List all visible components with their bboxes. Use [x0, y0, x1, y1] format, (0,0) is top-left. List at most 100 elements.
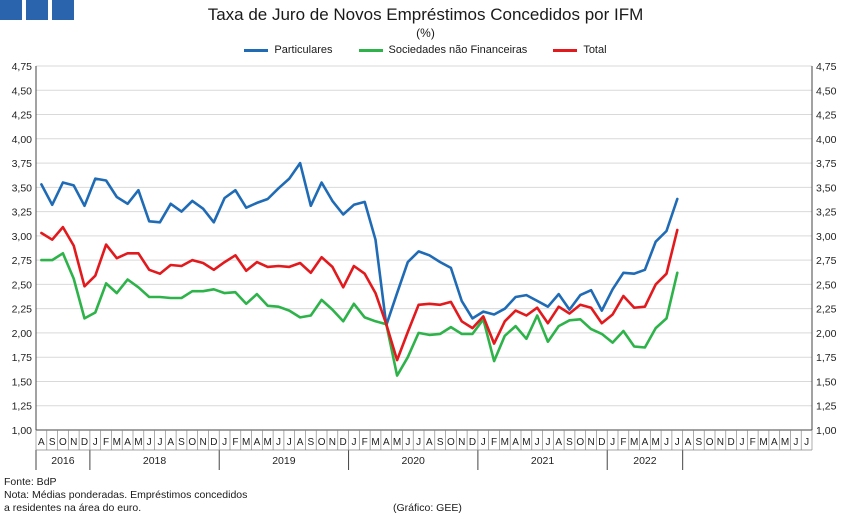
y-tick-label-right: 3,00: [816, 231, 837, 243]
x-month-label: J: [351, 437, 356, 448]
x-month-label: M: [501, 437, 509, 448]
x-month-label: A: [426, 437, 433, 448]
x-year-label: 2018: [143, 455, 167, 467]
x-month-label: A: [254, 437, 261, 448]
x-month-label: F: [750, 437, 756, 448]
x-month-label: N: [587, 437, 594, 448]
x-month-label: A: [771, 437, 778, 448]
y-tick-label-left: 4,25: [12, 110, 33, 122]
x-month-label: J: [535, 437, 540, 448]
x-month-label: S: [437, 437, 444, 448]
footer-credit: (Gráfico: GEE): [393, 502, 462, 514]
x-month-label: J: [93, 437, 98, 448]
x-month-label: A: [512, 437, 519, 448]
x-month-label: A: [383, 437, 390, 448]
chart-subtitle: (%): [416, 26, 435, 40]
x-month-label: J: [610, 437, 615, 448]
x-month-label: M: [630, 437, 638, 448]
x-month-label: A: [38, 437, 45, 448]
x-month-label: S: [566, 437, 573, 448]
footer-note-line2: a residentes na área do euro.: [4, 502, 142, 514]
x-year-label: 2016: [51, 455, 75, 467]
y-tick-label-left: 3,25: [12, 207, 33, 219]
x-month-label: A: [642, 437, 649, 448]
legend-label-snf: Sociedades não Financeiras: [388, 44, 528, 56]
x-year-label: 2022: [633, 455, 657, 467]
logo-block-3: [52, 0, 74, 20]
x-year-label: 2021: [531, 455, 555, 467]
x-month-label: F: [491, 437, 497, 448]
x-month-label: S: [178, 437, 185, 448]
x-month-label: S: [695, 437, 702, 448]
y-tick-label-left: 3,50: [12, 182, 33, 194]
x-month-label: J: [481, 437, 486, 448]
y-tick-label-right: 4,75: [816, 61, 837, 73]
x-month-label: D: [81, 437, 88, 448]
series-line-2: [40, 252, 679, 377]
y-tick-label-right: 4,25: [816, 110, 837, 122]
y-tick-label-left: 1,00: [12, 425, 33, 437]
legend-item-total: Total: [553, 44, 607, 56]
footer-source: Fonte: BdP: [4, 476, 57, 488]
logo-block-1: [0, 0, 22, 20]
x-month-label: M: [759, 437, 767, 448]
y-tick-label-left: 4,50: [12, 85, 33, 97]
y-tick-label-right: 1,00: [816, 425, 837, 437]
y-tick-label-right: 4,50: [816, 85, 837, 97]
x-month-label: J: [405, 437, 410, 448]
x-month-label: A: [685, 437, 692, 448]
series-line-3: [40, 225, 679, 362]
x-month-label: J: [147, 437, 152, 448]
x-month-label: J: [416, 437, 421, 448]
x-month-label: F: [620, 437, 626, 448]
x-month-label: J: [664, 437, 669, 448]
x-month-label: M: [242, 437, 250, 448]
x-month-label: J: [157, 437, 162, 448]
y-tick-label-left: 3,75: [12, 158, 33, 170]
y-tick-label-left: 1,25: [12, 401, 33, 413]
legend-swatch-total: [553, 48, 578, 52]
legend-swatch-particulares: [244, 48, 269, 52]
x-month-label: J: [222, 437, 227, 448]
x-month-label: N: [199, 437, 206, 448]
x-month-label: J: [739, 437, 744, 448]
y-tick-label-left: 2,75: [12, 255, 33, 267]
x-month-label: O: [59, 437, 67, 448]
x-month-label: O: [318, 437, 326, 448]
x-month-label: J: [287, 437, 292, 448]
y-tick-label-left: 2,25: [12, 304, 33, 316]
x-month-label: S: [307, 437, 314, 448]
x-month-label: O: [447, 437, 455, 448]
x-month-label: M: [371, 437, 379, 448]
x-month-label: J: [793, 437, 798, 448]
x-month-label: M: [264, 437, 272, 448]
x-month-label: O: [706, 437, 714, 448]
footer-note-line1: Nota: Médias ponderadas. Empréstimos con…: [4, 489, 248, 501]
y-tick-label-right: 2,50: [816, 279, 837, 291]
x-month-label: M: [781, 437, 789, 448]
y-tick-label-right: 2,25: [816, 304, 837, 316]
x-month-label: M: [522, 437, 530, 448]
y-tick-label-right: 3,25: [816, 207, 837, 219]
y-tick-label-left: 1,50: [12, 376, 33, 388]
x-month-label: D: [210, 437, 217, 448]
x-month-label: A: [124, 437, 131, 448]
x-month-label: D: [728, 437, 735, 448]
x-month-label: S: [49, 437, 56, 448]
x-month-label: M: [393, 437, 401, 448]
x-month-label: F: [362, 437, 368, 448]
y-tick-label-left: 1,75: [12, 352, 33, 364]
legend-swatch-snf: [358, 48, 383, 52]
y-tick-label-left: 2,00: [12, 328, 33, 340]
y-tick-label-right: 3,50: [816, 182, 837, 194]
x-month-label: N: [458, 437, 465, 448]
x-month-label: M: [113, 437, 121, 448]
legend-item-snf: Sociedades não Financeiras: [358, 44, 528, 56]
x-month-label: J: [276, 437, 281, 448]
y-tick-label-right: 2,75: [816, 255, 837, 267]
y-tick-label-right: 2,00: [816, 328, 837, 340]
x-month-label: A: [167, 437, 174, 448]
x-month-label: D: [598, 437, 605, 448]
chart-title: Taxa de Juro de Novos Empréstimos Conced…: [207, 5, 644, 24]
